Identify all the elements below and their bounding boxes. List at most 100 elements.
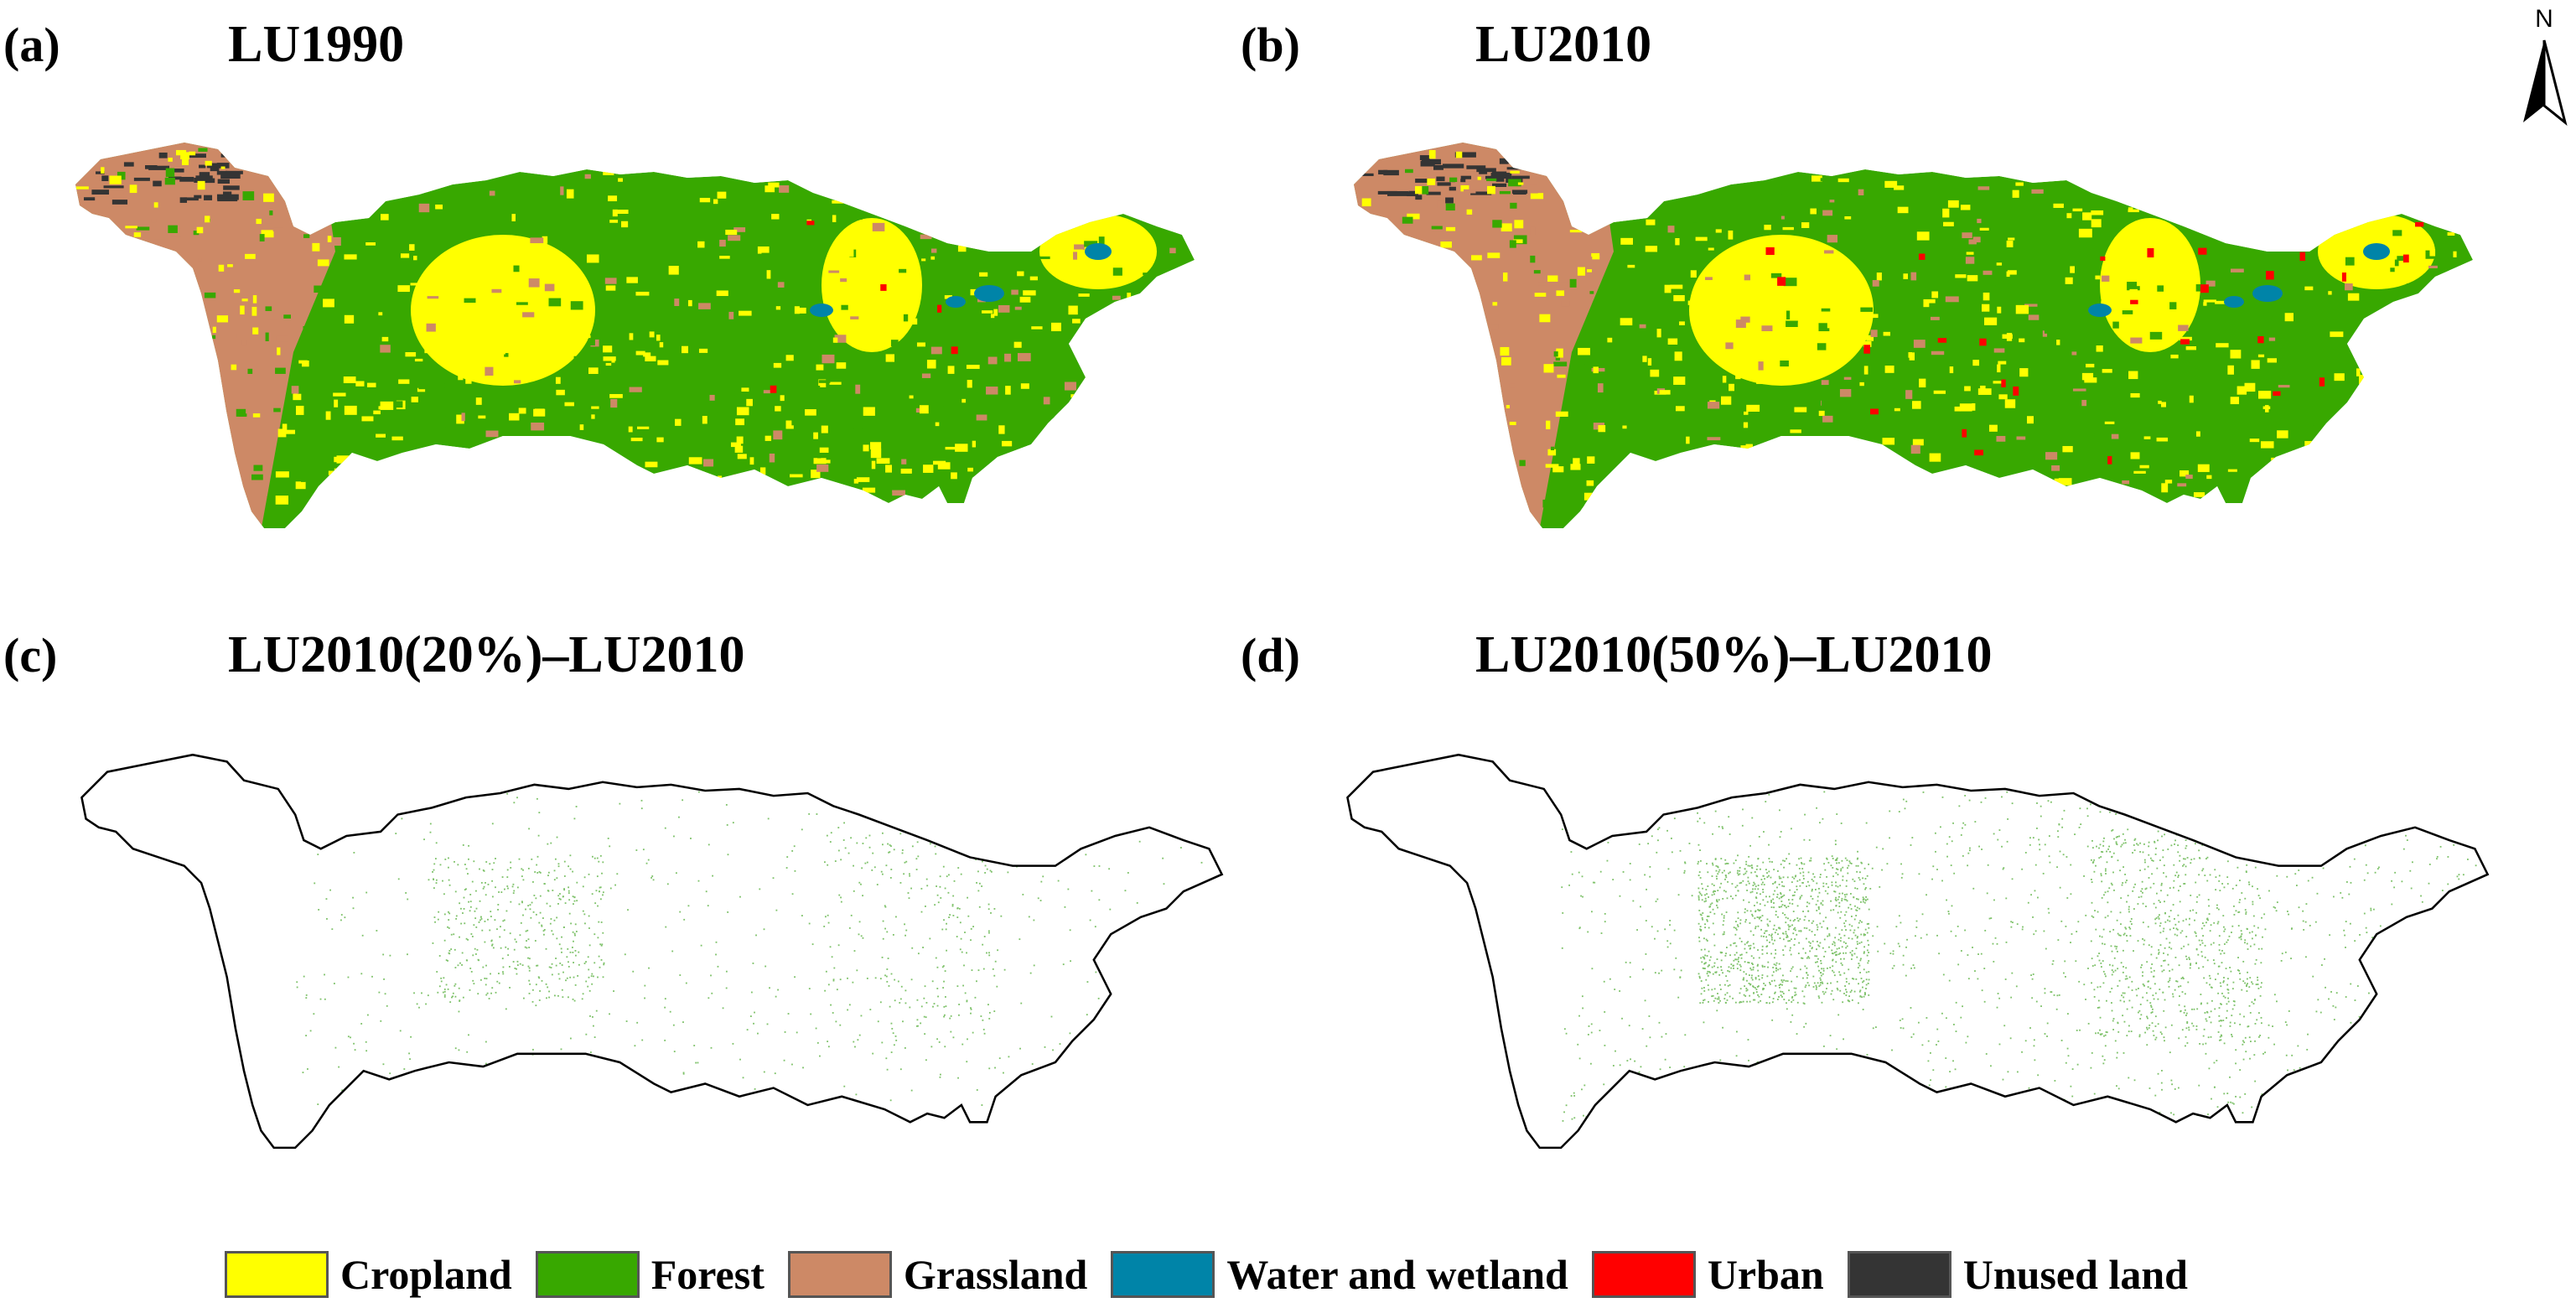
change-point xyxy=(1091,890,1093,892)
change-point xyxy=(2190,963,2192,965)
change-point xyxy=(469,906,472,908)
change-point xyxy=(2233,1022,2236,1025)
change-point xyxy=(1726,992,1729,994)
change-point xyxy=(1138,840,1141,843)
change-point xyxy=(2091,965,2094,967)
change-point xyxy=(464,864,466,865)
landuse-patch xyxy=(957,245,967,252)
change-point xyxy=(644,997,645,999)
change-point xyxy=(1946,843,1948,845)
change-point xyxy=(2391,880,2393,882)
unused-patch xyxy=(217,179,230,184)
landuse-patch xyxy=(851,215,863,220)
change-point xyxy=(2059,850,2061,853)
change-point xyxy=(577,974,579,977)
change-point xyxy=(1705,938,1708,941)
change-point xyxy=(395,833,397,835)
change-point xyxy=(1866,923,1869,925)
change-point xyxy=(1699,893,1702,895)
change-point xyxy=(365,891,368,894)
change-point xyxy=(2251,937,2253,940)
change-point xyxy=(1837,953,1840,956)
change-point xyxy=(2038,838,2040,841)
change-point xyxy=(1702,1002,1704,1004)
change-point xyxy=(2231,1015,2233,1017)
panel-d-title: LU2010(50%)–LU2010 xyxy=(1475,626,1993,683)
change-point xyxy=(1830,909,1832,911)
landuse-patch xyxy=(1972,360,1980,366)
change-point xyxy=(1790,938,1792,941)
change-point xyxy=(1699,877,1702,879)
change-point xyxy=(2089,803,2091,806)
change-point xyxy=(502,920,505,922)
change-point xyxy=(2159,944,2162,947)
change-point xyxy=(1804,916,1806,918)
landuse-patch xyxy=(2164,480,2173,484)
change-point xyxy=(2229,967,2231,968)
change-point xyxy=(832,1012,834,1014)
change-point xyxy=(1630,1058,1631,1061)
change-point xyxy=(2177,876,2179,879)
change-point xyxy=(433,869,435,871)
landuse-patch xyxy=(759,441,765,448)
change-point xyxy=(2229,1021,2231,1024)
change-point xyxy=(685,982,687,984)
landuse-patch xyxy=(2040,205,2050,210)
landuse-patch xyxy=(1502,272,1508,282)
change-point xyxy=(2241,892,2243,894)
change-point xyxy=(547,890,549,892)
change-point xyxy=(1725,952,1727,955)
unused-patch xyxy=(194,195,202,199)
change-point xyxy=(858,921,861,923)
change-point xyxy=(485,861,488,863)
change-point xyxy=(1775,962,1778,964)
change-point xyxy=(1846,900,1848,902)
change-point xyxy=(2231,932,2232,933)
change-point xyxy=(1960,1016,1962,1019)
landuse-patch xyxy=(1943,221,1954,226)
change-point xyxy=(2140,966,2143,968)
landuse-patch xyxy=(1402,216,1413,224)
change-point xyxy=(582,885,584,888)
change-point xyxy=(2242,1112,2244,1114)
change-point xyxy=(1829,1035,1832,1037)
change-point xyxy=(866,977,868,979)
landuse-patch xyxy=(1693,222,1697,231)
change-point xyxy=(2164,912,2166,915)
change-point xyxy=(483,869,485,872)
landuse-patch xyxy=(414,358,423,362)
change-point xyxy=(553,869,556,872)
change-point xyxy=(1817,908,1820,911)
change-point xyxy=(599,886,602,889)
change-point xyxy=(1769,1002,1770,1004)
change-point xyxy=(2101,1033,2103,1036)
landuse-patch xyxy=(2113,307,2117,315)
change-point xyxy=(516,941,517,943)
landuse-patch xyxy=(561,258,567,262)
change-point xyxy=(581,998,583,1000)
change-point xyxy=(2100,875,2102,877)
change-point xyxy=(1856,941,1858,943)
change-point xyxy=(1571,1118,1573,1120)
change-point xyxy=(437,991,439,994)
landuse-patch xyxy=(1592,256,1600,260)
change-point xyxy=(1866,898,1869,901)
change-point xyxy=(1802,875,1805,877)
change-point xyxy=(1716,900,1718,902)
change-point xyxy=(2261,916,2262,919)
change-point xyxy=(1751,866,1753,869)
change-point xyxy=(1806,927,1808,930)
landuse-patch xyxy=(400,253,410,258)
change-point xyxy=(2141,964,2143,966)
landuse-patch xyxy=(501,414,507,423)
change-point xyxy=(1836,859,1838,861)
change-point xyxy=(2103,837,2105,839)
landuse-patch xyxy=(1569,278,1577,288)
change-point xyxy=(1786,936,1789,938)
change-point xyxy=(946,922,947,925)
change-point xyxy=(1669,1067,1672,1068)
change-point xyxy=(725,970,728,973)
water-body xyxy=(2088,304,2112,317)
change-point xyxy=(2153,969,2155,972)
change-point xyxy=(1863,952,1865,954)
